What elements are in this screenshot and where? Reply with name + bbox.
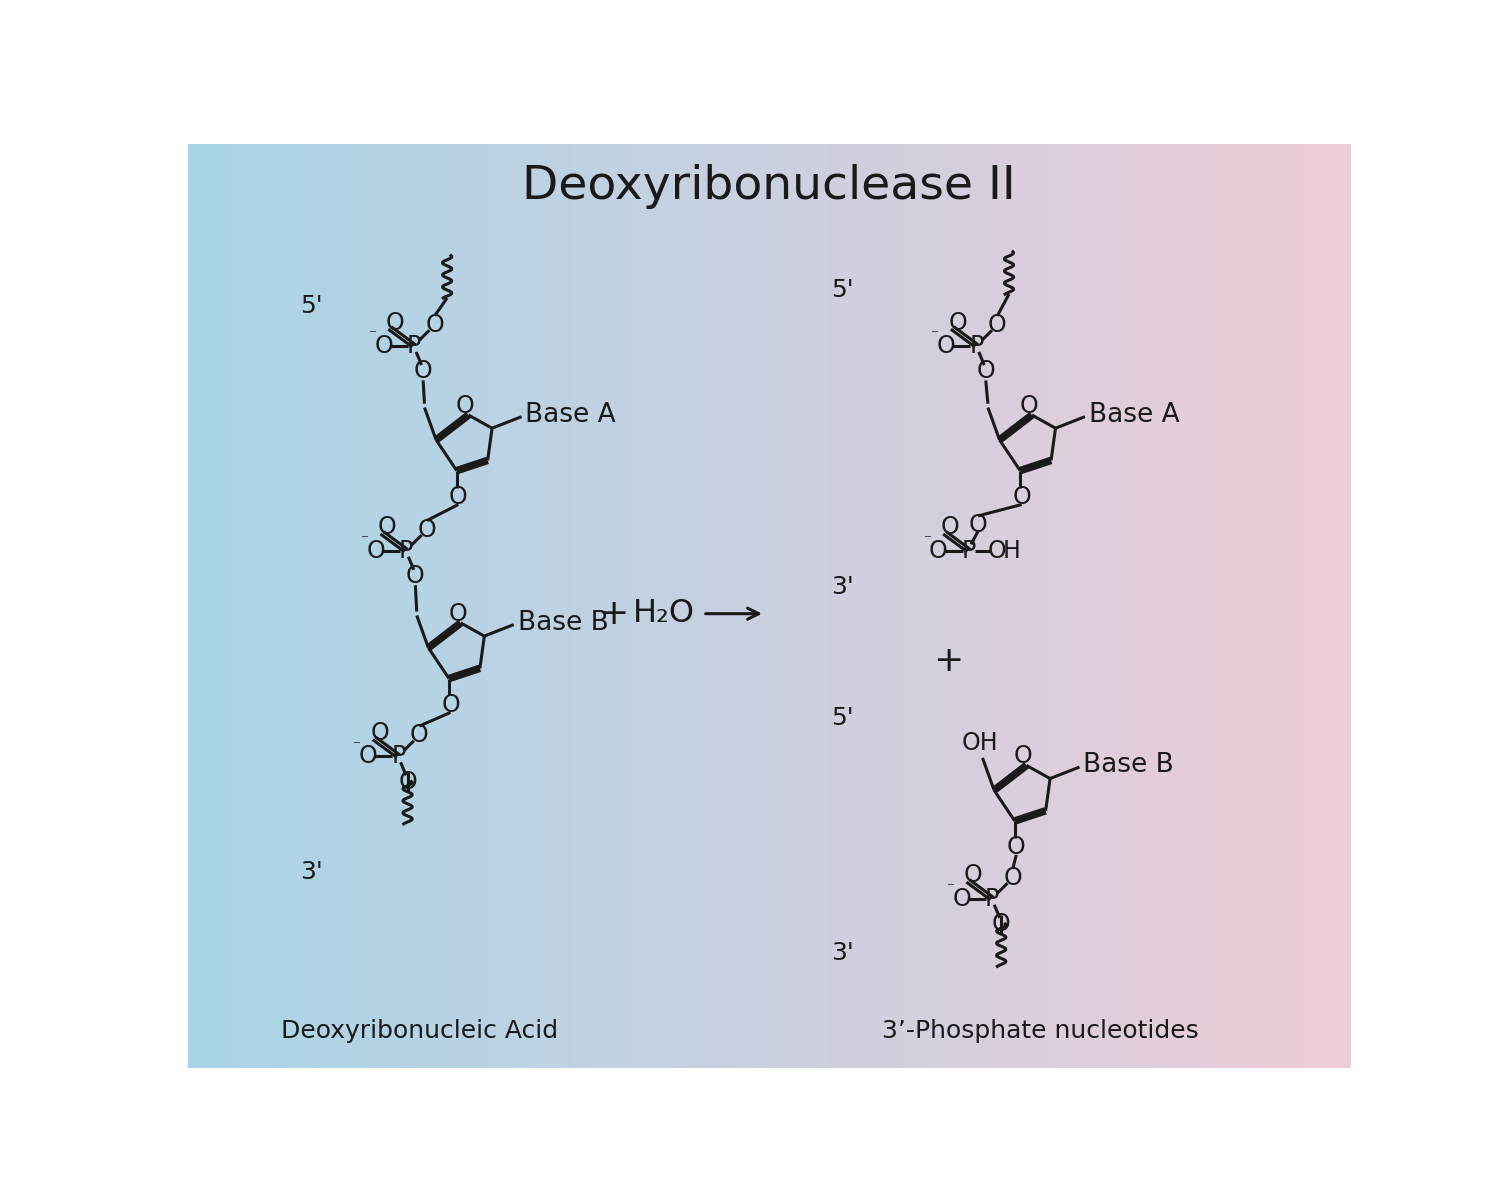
Text: H₂O: H₂O [633, 599, 694, 629]
Text: ⁻: ⁻ [932, 328, 939, 342]
Text: O: O [386, 311, 405, 335]
Text: O: O [987, 539, 1006, 563]
Text: ⁻: ⁻ [362, 533, 369, 547]
Text: OH: OH [962, 731, 999, 755]
Text: O: O [1007, 835, 1026, 859]
Text: Base A: Base A [525, 402, 616, 428]
Text: ⁻: ⁻ [924, 533, 932, 547]
Text: +: + [933, 644, 963, 678]
Text: O: O [964, 864, 982, 888]
Text: P: P [969, 334, 984, 358]
Text: ⁻: ⁻ [352, 738, 362, 752]
Text: O: O [417, 517, 436, 541]
Text: O: O [441, 692, 460, 716]
Text: O: O [366, 539, 386, 563]
Text: O: O [374, 334, 393, 358]
Text: P: P [962, 539, 976, 563]
Text: H: H [1002, 539, 1020, 563]
Text: 3': 3' [300, 859, 322, 883]
Text: O: O [414, 359, 432, 383]
Text: O: O [406, 564, 424, 588]
Text: O: O [1014, 744, 1034, 768]
Text: Base A: Base A [1089, 402, 1179, 428]
Text: 5': 5' [831, 706, 854, 730]
Text: 3’-Phosphate nucleotides: 3’-Phosphate nucleotides [882, 1019, 1198, 1043]
Text: O: O [928, 539, 948, 563]
Text: ⁻: ⁻ [369, 328, 376, 342]
Text: O: O [398, 769, 417, 793]
Text: 5': 5' [831, 278, 854, 302]
Text: O: O [448, 601, 466, 625]
Text: O: O [410, 724, 429, 748]
Text: P: P [406, 334, 422, 358]
Text: O: O [948, 311, 968, 335]
Text: O: O [426, 313, 444, 337]
Text: P: P [392, 744, 405, 768]
Text: O: O [976, 359, 994, 383]
Text: O: O [1020, 394, 1038, 418]
Text: O: O [988, 313, 1006, 337]
Text: O: O [378, 516, 398, 540]
Text: O: O [1013, 485, 1031, 509]
Text: O: O [448, 485, 468, 509]
Text: Base B: Base B [1083, 752, 1174, 779]
Text: P: P [986, 887, 999, 911]
Text: +: + [598, 596, 628, 631]
Text: O: O [940, 516, 960, 540]
Text: O: O [1004, 866, 1023, 890]
Text: O: O [456, 394, 476, 418]
Text: ⁻: ⁻ [946, 881, 956, 895]
Text: O: O [358, 744, 378, 768]
Text: 3': 3' [831, 941, 854, 965]
Text: 3': 3' [831, 575, 854, 599]
Text: P: P [399, 539, 412, 563]
Text: O: O [992, 912, 1011, 936]
Text: O: O [370, 721, 388, 745]
Text: Deoxyribonuclease II: Deoxyribonuclease II [522, 164, 1016, 209]
Text: O: O [952, 887, 970, 911]
Text: Base B: Base B [518, 610, 609, 636]
Text: O: O [938, 334, 956, 358]
Text: O: O [969, 514, 987, 538]
Text: Deoxyribonucleic Acid: Deoxyribonucleic Acid [282, 1019, 558, 1043]
Text: 5': 5' [300, 294, 322, 318]
